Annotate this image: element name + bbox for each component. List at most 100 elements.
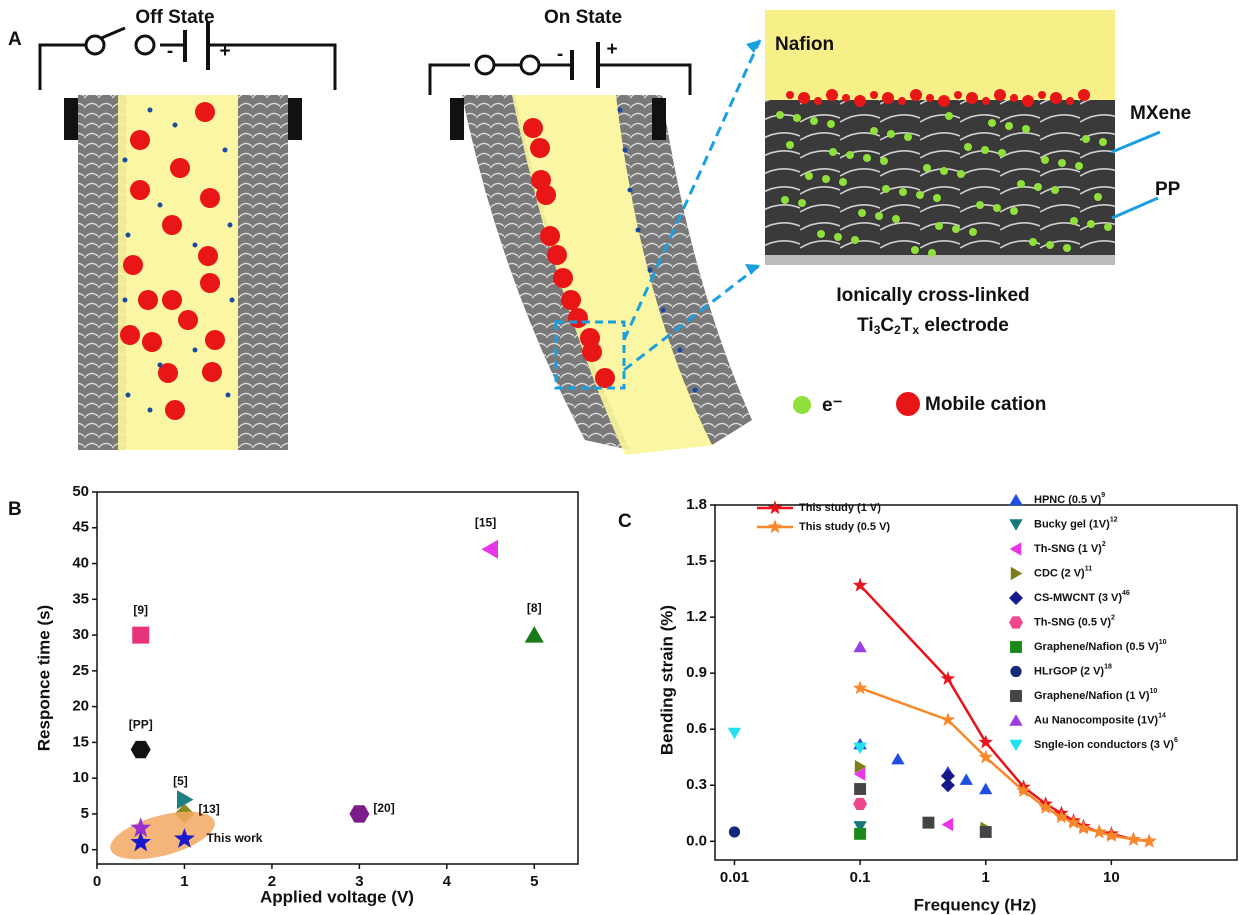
electron — [911, 246, 919, 254]
electron — [1017, 180, 1025, 188]
anion — [148, 108, 153, 113]
y-tick-label: 0.3 — [686, 776, 707, 793]
y-tick-label: 0 — [81, 841, 89, 858]
legend-ref: 18 — [1104, 663, 1112, 670]
cation — [1022, 95, 1034, 107]
electron — [829, 148, 837, 156]
legend-label: Th-SNG (1 V)2 — [1034, 541, 1106, 555]
electron — [1063, 244, 1071, 252]
electron — [1094, 193, 1102, 201]
legend-name: CDC (2 V) — [1034, 567, 1085, 579]
anion — [223, 148, 228, 153]
legend-marker — [1010, 666, 1021, 677]
electron — [899, 188, 907, 196]
data-point — [960, 773, 973, 785]
electron — [957, 170, 965, 178]
electron — [798, 199, 806, 207]
cation — [205, 330, 225, 350]
cation — [1038, 91, 1046, 99]
panel-label: A — [8, 29, 22, 50]
legend-label: Au Nanocomposite (1V)14 — [1034, 712, 1166, 726]
electron — [875, 212, 883, 220]
legend-ref: 6 — [1174, 737, 1178, 744]
electron — [964, 143, 972, 151]
electron — [976, 201, 984, 209]
x-tick-label: 10 — [1103, 869, 1120, 886]
anion — [193, 348, 198, 353]
plot-frame — [97, 492, 578, 864]
anion — [126, 233, 131, 238]
layer-label: Nafion — [775, 34, 834, 55]
page: Figure {"panel_labels": ["A", "B", "C"],… — [0, 0, 1252, 915]
cation — [870, 91, 878, 99]
electron — [952, 225, 960, 233]
electron — [786, 141, 794, 149]
inset: Nafion MXene PP Ionically cross-linked T… — [765, 10, 1191, 416]
anion — [618, 108, 623, 113]
legend-marker — [1009, 591, 1023, 605]
point-annotation: [8] — [527, 601, 542, 615]
data-point — [979, 783, 992, 795]
electron — [928, 249, 936, 257]
contact — [450, 98, 464, 140]
point-annotation: [5] — [173, 774, 188, 788]
anion — [228, 223, 233, 228]
contact — [652, 98, 666, 140]
cation — [200, 188, 220, 208]
electron — [1099, 138, 1107, 146]
legend-label: Mobile cation — [925, 394, 1046, 415]
nafion-layer — [765, 10, 1115, 102]
cation — [926, 94, 934, 102]
cation — [123, 255, 143, 275]
electron — [1104, 223, 1112, 231]
electrode — [238, 95, 288, 450]
legend-label: HPNC (0.5 V)9 — [1034, 492, 1105, 506]
data-point — [349, 805, 369, 822]
electron — [916, 191, 924, 199]
data-point — [131, 741, 151, 758]
anion — [648, 268, 653, 273]
polarity: + — [606, 39, 617, 60]
electron — [1034, 183, 1042, 191]
legend-name: CS-MWCNT (3 V) — [1034, 592, 1122, 604]
data-point — [978, 735, 993, 749]
legend-marker — [768, 500, 783, 514]
polarity: + — [219, 41, 230, 62]
legend-label: This study (0.5 V) — [799, 521, 890, 533]
data-point — [1142, 834, 1157, 848]
legend-ref: 46 — [1122, 590, 1130, 597]
legend-name: Bucky gel (1V) — [1034, 518, 1110, 530]
x-tick-label: 5 — [530, 873, 538, 890]
cation — [120, 325, 140, 345]
plot-frame — [715, 505, 1237, 860]
electron — [1087, 220, 1095, 228]
switch-node — [476, 56, 494, 74]
electron — [880, 157, 888, 165]
electron — [969, 228, 977, 236]
data-point — [922, 817, 934, 829]
legend-marker — [1011, 567, 1023, 580]
switch-node — [86, 36, 104, 54]
formula-part: C — [880, 315, 894, 336]
legend-label: This study (1 V) — [799, 502, 881, 514]
caption: Ionically cross-linked — [836, 285, 1029, 306]
data-point — [1126, 832, 1141, 846]
legend-name: Sngle-ion conductors (3 V) — [1034, 739, 1174, 751]
point-annotation: [PP] — [129, 718, 153, 732]
formula-part: T — [901, 315, 913, 336]
formula-part: Ti — [857, 315, 874, 336]
legend-ref: 2 — [1102, 541, 1106, 548]
anion — [158, 203, 163, 208]
y-tick-label: 1.8 — [686, 496, 707, 513]
cation — [582, 342, 602, 362]
y-tick-label: 0.6 — [686, 720, 707, 737]
cation — [595, 368, 615, 388]
data-point — [482, 540, 499, 559]
contact — [64, 98, 78, 140]
switch-node — [136, 36, 154, 54]
off-state-diagram: Off State - + — [40, 7, 335, 450]
cation — [938, 95, 950, 107]
electron — [793, 114, 801, 122]
electron — [981, 146, 989, 154]
